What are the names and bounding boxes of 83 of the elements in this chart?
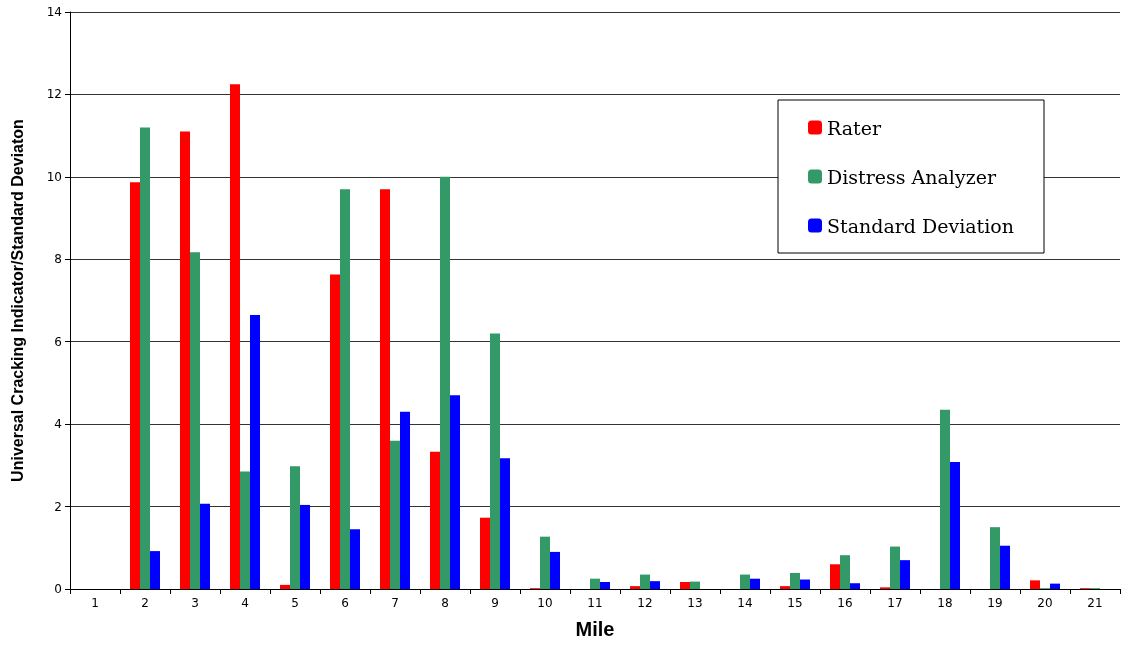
x-tick-label: 8 xyxy=(441,596,449,610)
x-tick-label: 14 xyxy=(737,596,753,610)
x-tick-label: 21 xyxy=(1087,596,1103,610)
bar xyxy=(400,411,410,589)
bar xyxy=(750,578,760,589)
bar xyxy=(690,581,700,589)
y-axis-title: Universal Cracking Indicator/Standard Deviaton xyxy=(8,119,26,482)
bar xyxy=(190,252,200,589)
bar xyxy=(250,314,260,589)
bar xyxy=(130,182,140,589)
x-tick-label: 11 xyxy=(587,596,603,610)
legend-label: Standard Deviation xyxy=(827,214,1015,237)
legend-label: Distress Analyzer xyxy=(827,165,997,188)
bar xyxy=(900,560,910,589)
bar xyxy=(850,583,860,589)
bar xyxy=(740,574,750,589)
bar xyxy=(830,564,840,589)
y-tick-label: 12 xyxy=(46,87,62,102)
y-tick-label: 14 xyxy=(46,5,62,19)
x-tick-label: 12 xyxy=(637,596,653,610)
bar xyxy=(630,586,640,589)
x-axis-title: Mile xyxy=(575,618,615,640)
x-tick-label: 4 xyxy=(241,596,249,610)
y-tick-label: 10 xyxy=(46,169,62,184)
bar xyxy=(990,527,1000,589)
bar xyxy=(640,574,650,589)
bar xyxy=(350,529,360,589)
bar xyxy=(180,131,190,589)
bar xyxy=(490,333,500,589)
bar xyxy=(590,578,600,589)
y-tick-label: 8 xyxy=(54,252,62,267)
bar xyxy=(540,536,550,589)
x-tick-label: 15 xyxy=(787,596,803,610)
bar xyxy=(1030,580,1040,589)
bar xyxy=(430,451,440,589)
y-tick-label: 4 xyxy=(54,417,62,432)
x-tick-label: 18 xyxy=(937,596,953,610)
bar xyxy=(340,189,350,589)
bar xyxy=(840,555,850,589)
x-tick-label: 9 xyxy=(491,596,499,610)
y-tick-label: 6 xyxy=(54,334,62,349)
bar xyxy=(140,127,150,589)
bar xyxy=(480,517,490,589)
bar xyxy=(390,440,400,589)
x-tick-label: 17 xyxy=(887,596,903,610)
bar xyxy=(600,581,610,589)
bar xyxy=(940,409,950,589)
y-tick-label: 0 xyxy=(54,582,62,596)
bar xyxy=(230,84,240,589)
bar xyxy=(330,274,340,589)
x-tick-label: 6 xyxy=(341,596,349,610)
bar xyxy=(440,176,450,589)
bar xyxy=(450,395,460,589)
bar xyxy=(890,546,900,589)
x-tick-label: 5 xyxy=(291,596,299,610)
bar xyxy=(950,462,960,589)
x-tick-label: 3 xyxy=(191,596,199,610)
x-tick-label: 7 xyxy=(391,596,399,610)
bar xyxy=(680,581,690,589)
bar xyxy=(280,584,290,589)
legend-label: Rater xyxy=(827,116,882,139)
x-tick-label: 16 xyxy=(837,596,853,610)
x-tick-label: 2 xyxy=(141,596,149,610)
x-tick-label: 20 xyxy=(1037,596,1053,610)
bar xyxy=(1000,545,1010,589)
bar xyxy=(290,466,300,589)
bar xyxy=(500,458,510,589)
y-tick-label: 2 xyxy=(54,499,62,514)
bar xyxy=(790,572,800,589)
x-tick-label: 19 xyxy=(987,596,1003,610)
bar xyxy=(800,579,810,589)
bar xyxy=(780,586,790,589)
bar xyxy=(240,471,250,589)
bar xyxy=(150,551,160,589)
bar xyxy=(550,551,560,589)
bar xyxy=(380,189,390,589)
bar xyxy=(650,581,660,589)
x-tick-label: 13 xyxy=(687,596,703,610)
x-tick-label: 1 xyxy=(91,596,99,610)
bar xyxy=(1050,583,1060,589)
bar xyxy=(200,503,210,589)
bar xyxy=(300,504,310,589)
x-tick-label: 10 xyxy=(537,596,553,610)
